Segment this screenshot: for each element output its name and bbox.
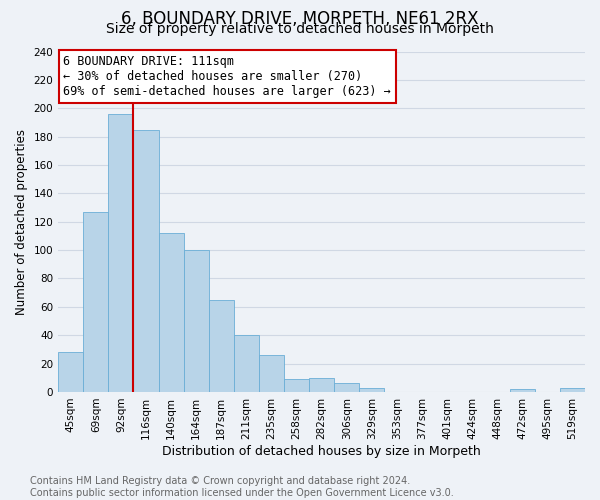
Bar — [259, 355, 284, 392]
Bar — [83, 212, 109, 392]
Bar — [234, 335, 259, 392]
Bar — [284, 379, 309, 392]
Bar — [510, 389, 535, 392]
Bar — [309, 378, 334, 392]
Bar — [58, 352, 83, 392]
Y-axis label: Number of detached properties: Number of detached properties — [15, 128, 28, 314]
Bar — [133, 130, 158, 392]
Text: 6 BOUNDARY DRIVE: 111sqm
← 30% of detached houses are smaller (270)
69% of semi-: 6 BOUNDARY DRIVE: 111sqm ← 30% of detach… — [64, 55, 391, 98]
Bar — [334, 384, 359, 392]
X-axis label: Distribution of detached houses by size in Morpeth: Distribution of detached houses by size … — [162, 444, 481, 458]
Bar — [158, 233, 184, 392]
Bar — [184, 250, 209, 392]
Bar — [109, 114, 133, 392]
Bar — [359, 388, 385, 392]
Bar — [209, 300, 234, 392]
Text: Size of property relative to detached houses in Morpeth: Size of property relative to detached ho… — [106, 22, 494, 36]
Bar — [560, 388, 585, 392]
Text: 6, BOUNDARY DRIVE, MORPETH, NE61 2RX: 6, BOUNDARY DRIVE, MORPETH, NE61 2RX — [121, 10, 479, 28]
Text: Contains HM Land Registry data © Crown copyright and database right 2024.
Contai: Contains HM Land Registry data © Crown c… — [30, 476, 454, 498]
